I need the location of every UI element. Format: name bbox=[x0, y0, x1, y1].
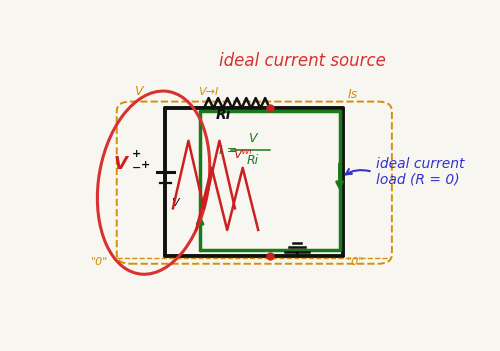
Text: ideal current source: ideal current source bbox=[220, 52, 386, 70]
Text: I =: I = bbox=[220, 144, 238, 157]
Text: Is: Is bbox=[348, 87, 358, 100]
Text: "0": "0" bbox=[90, 257, 108, 267]
Text: V: V bbox=[134, 85, 142, 98]
Text: V→I: V→I bbox=[198, 87, 218, 97]
Text: Vᵂᴵ: Vᵂᴵ bbox=[233, 148, 252, 161]
Text: Ri: Ri bbox=[246, 154, 258, 167]
Text: +: + bbox=[140, 160, 149, 171]
Text: −: − bbox=[132, 163, 141, 172]
Text: Ri: Ri bbox=[216, 108, 231, 122]
Text: V: V bbox=[114, 155, 128, 173]
Text: ideal current
load (R = 0): ideal current load (R = 0) bbox=[376, 157, 465, 187]
Text: +: + bbox=[132, 149, 141, 159]
Text: V: V bbox=[171, 198, 178, 208]
Text: V: V bbox=[248, 132, 256, 145]
Text: "0": "0" bbox=[348, 257, 364, 267]
